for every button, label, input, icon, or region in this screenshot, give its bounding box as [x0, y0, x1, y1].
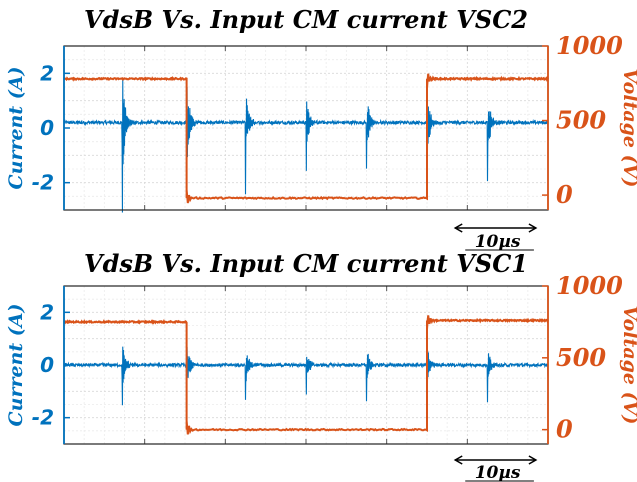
scale-bar-label: 10µs — [475, 232, 521, 252]
scale-bar-arrow-right — [528, 223, 538, 233]
y2-tick-label: 1000 — [556, 271, 623, 300]
chart-vsc1: VdsB Vs. Input CM current VSC1 2 0 -2 1000 50… — [5, 249, 637, 482]
y-tick-label: 2 — [40, 61, 54, 85]
scale-bar-label: 10µs — [475, 463, 521, 482]
time-scale-bar: 10µs — [453, 455, 538, 482]
series-voltage — [63, 315, 549, 435]
y2-tick-label: 500 — [556, 343, 606, 372]
y-tick-label: 0 — [40, 116, 54, 140]
y-tick-label: 0 — [40, 353, 54, 377]
series-current — [63, 346, 549, 411]
y2-tick-label: 500 — [556, 106, 606, 135]
y2-tick-label: 0 — [556, 415, 573, 444]
scale-bar-arrow-left — [453, 223, 463, 233]
y-tick-label: -2 — [32, 406, 54, 430]
y2-tick-label: 1000 — [556, 31, 623, 60]
scale-bar-arrow-left — [453, 455, 463, 465]
time-scale-bar: 10µs — [453, 223, 538, 252]
series-current — [63, 80, 549, 213]
chart-title: VdsB Vs. Input CM current VSC2 — [84, 5, 528, 34]
y2-axis-label: Voltage (V) — [619, 306, 637, 425]
y2-axis-label: Voltage (V) — [619, 69, 637, 188]
chart-vsc2: VdsB Vs. Input CM current VSC2 2 0 -2 1000 50… — [5, 5, 637, 252]
y2-tick-label: 0 — [556, 180, 573, 209]
y-axis-label: Current (A) — [5, 67, 27, 190]
y-tick-label: -2 — [32, 171, 54, 195]
y-axis-label: Current (A) — [5, 304, 27, 427]
y-tick-label: 2 — [40, 300, 54, 324]
chart-title: VdsB Vs. Input CM current VSC1 — [84, 249, 528, 278]
scale-bar-arrow-right — [528, 455, 538, 465]
series-voltage — [63, 73, 549, 204]
